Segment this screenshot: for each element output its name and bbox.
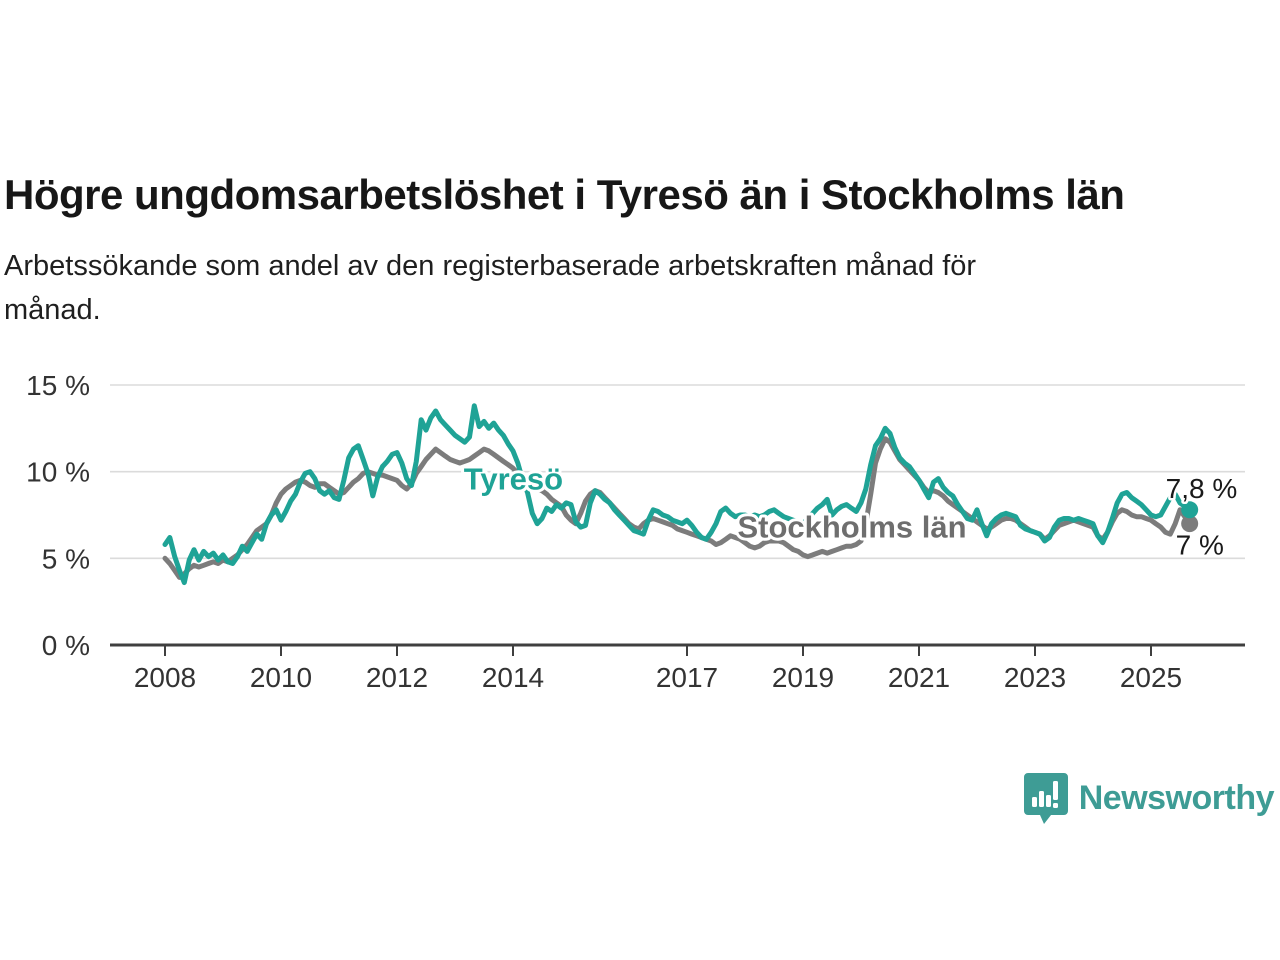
series-end-dot <box>1181 515 1199 533</box>
y-axis-label: 0 % <box>42 630 90 661</box>
subtitle-line-2: månad. <box>4 293 101 326</box>
unemployment-line-chart: 0 % 5 % 10 % 15 % 2008 2010 2012 2014 2017 2019 20… <box>26 370 1245 693</box>
newsworthy-logo-text: Newsworthy <box>1078 778 1275 817</box>
page-title: Högre ungdomsarbetslöshet i Tyresö än i … <box>4 171 1125 219</box>
x-axis-label: 2012 <box>366 662 428 693</box>
page-subtitle: Arbetssökande som andel av den registerb… <box>4 245 1224 332</box>
y-axis-label: 10 % <box>26 457 90 488</box>
series-inline-label: Stockholms län <box>737 509 966 544</box>
x-axis-label: 2023 <box>1004 662 1066 693</box>
series-end-dot <box>1181 501 1199 519</box>
newsworthy-logo: Newsworthy <box>1023 772 1275 824</box>
y-axis-label: 5 % <box>42 543 90 574</box>
series-line-stockholms-l-n <box>162 436 1193 580</box>
x-axis-label: 2014 <box>482 662 544 693</box>
series-end-value-label: 7,8 % <box>1166 473 1238 504</box>
y-axis-label: 15 % <box>26 370 90 401</box>
subtitle-line-1: Arbetssökande som andel av den registerb… <box>4 250 977 282</box>
series-line-tyres- <box>162 403 1193 586</box>
x-axis-label: 2017 <box>656 662 718 693</box>
series-inline-label: Tyresö <box>464 462 563 497</box>
newsworthy-bubble-bars-icon <box>1023 773 1068 824</box>
x-axis-label: 2025 <box>1120 662 1182 693</box>
x-axis-label: 2008 <box>134 662 196 693</box>
series-end-value-label: 7 % <box>1176 530 1224 561</box>
x-axis-label: 2019 <box>772 662 834 693</box>
x-axis-label: 2021 <box>888 662 950 693</box>
x-axis-label: 2010 <box>250 662 312 693</box>
